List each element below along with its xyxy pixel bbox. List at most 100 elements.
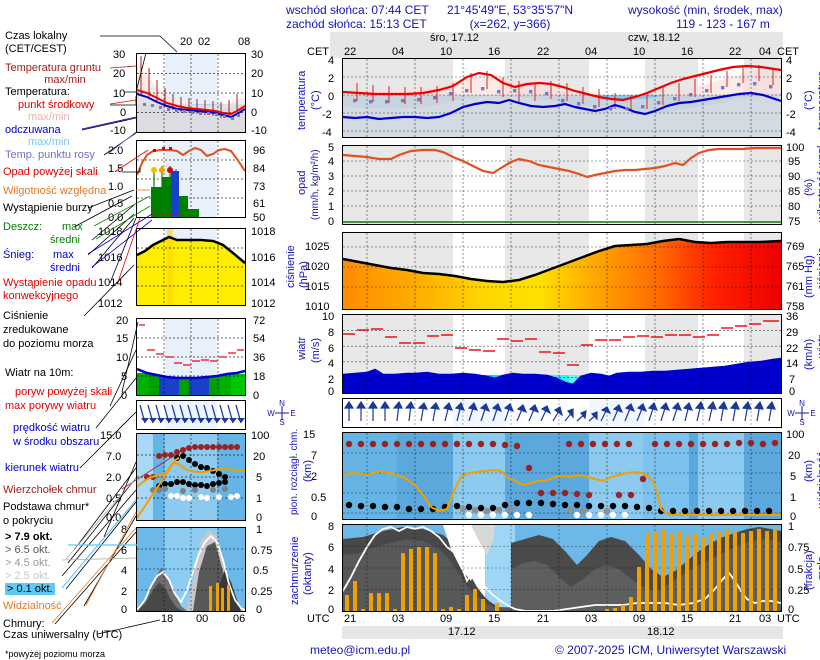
main-humid-rtick-2: 90 [788,171,801,183]
main-cet-tick-5: 04 [585,46,598,58]
legend-rain: Deszcz: [3,221,43,233]
legend-gust-over: poryw powyżej skali [15,386,113,398]
mini-precip-ytick-2: 1.0 [108,181,124,193]
main-cet-tick-6: 10 [633,46,646,58]
mini-temp-ytick-3: 0 [120,107,127,119]
main-pressure-panel[interactable] [342,232,782,310]
main-cloud-extent-panel[interactable] [342,432,782,520]
main-wind-ytick-1: 8 [328,327,335,339]
main-cet-tick-2: 10 [440,46,453,58]
footer-email[interactable]: meteo@icm.edu.pl [310,643,411,657]
svg-text:E: E [810,409,815,418]
mini-cloud-panel[interactable] [136,433,246,521]
main-utc-tick-0: 21 [344,613,357,625]
main-fog-rtick-2: 0.5 [788,564,804,576]
main-vis-rtick-4: 0 [790,511,797,523]
main-precip-ytick-4: 1 [328,201,335,213]
legend-conv-precip-1: Wystąpienie opadu [3,277,97,289]
main-press-ytick-0: 1025 [305,241,330,253]
legend-utc: Czas uniwersalny (UTC) [3,629,123,641]
footer-copyright: © 2007-2025 ICM, Uniwersytet Warszawski [555,643,787,657]
axis-title-pressure-unit-right: (mm Hg) [803,255,815,298]
axis-title-wind-left: wiatr [296,336,308,360]
mini-cloud-ytick-3: 0.5 [106,493,122,505]
mini-temp-rtick-3: 0 [251,107,258,119]
main-cet-tick-8: 22 [729,46,742,58]
main-wind-panel[interactable] [342,314,782,394]
legend-rain-max: max [62,221,83,233]
axis-title-precip-left: opad [296,170,308,195]
main-humid-rtick-1: 95 [788,156,801,168]
legend-ground-temp: Temperatura gruntu [5,62,101,74]
legend-conv-precip-2: konwekcyjnego [3,290,79,302]
mini-precip-ytick-3: 0.5 [108,198,124,210]
main-precip-ytick-3: 2 [328,186,335,198]
mini-temp-ytick-0: 30 [113,49,126,61]
axis-title-pressure-right: ciśnienie [816,247,820,290]
mini-wind-ytick-4: 0 [121,390,128,402]
legend-precip-over: Opad powyżej skali [3,166,98,178]
mini-temp-ytick-1: 20 [113,68,126,80]
mini-wind-rtick-0: 72 [253,315,266,327]
main-vis-rtick-0: 100 [786,429,805,441]
mini-wind-rtick-4: 0 [253,390,260,402]
mini-precipitation-panel[interactable] [136,140,246,218]
main-temp-ytick-0: 4 [328,55,335,67]
main-fog-rtick-3: 0.25 [788,585,810,597]
mini-precip-ytick-0: 2.0 [108,145,124,157]
axis-title-pressure-left: ciśnienie [285,245,297,288]
legend-rain-avg: średni [50,234,80,246]
legend-snow: Śnieg: [3,249,35,261]
mini-fog-rtick-1: 0.75 [251,545,273,557]
sunrise-label: wschód słońca: 07:44 CET [286,3,429,17]
main-vis-rtick-2: 5 [790,471,797,483]
main-fog-rtick-4: 0 [788,604,795,616]
main-precip-ytick-5: 0 [328,216,335,228]
main-press-rtick-0: 769 [786,241,805,253]
main-precipitation-panel[interactable] [342,145,782,225]
svg-text:S: S [799,418,804,427]
footer-note: *powyżej poziomu morza [5,649,106,659]
legend-clouds: Chmury: [3,618,45,630]
main-utc-title-left: UTC [307,613,330,625]
mini-temperature-panel[interactable] [136,53,246,133]
mini-pressure-panel[interactable] [136,228,246,306]
legend-temp-mid-sub: max/min [28,111,70,123]
axis-title-temperature-unit-right: (°C) [803,90,815,110]
main-temperature-panel[interactable] [342,58,782,138]
mini-cloudiness-panel[interactable] [136,527,246,612]
altitude-value: 119 - 123 - 167 m [676,17,770,31]
legend-wind-speed-1: prędkość wiatru [13,422,91,434]
mini-vis-rtick-0: 100 [251,430,270,442]
svg-text:E: E [290,409,295,418]
axis-title-humidity-unit-right: (%) [803,178,815,196]
mini-press-rtick-2: 1014 [251,277,276,289]
mini-wind-direction-panel[interactable] [136,400,246,430]
legend-pressure-2: zredukowane [3,324,69,336]
axis-title-temperature-right: temperatura [816,70,820,130]
axis-title-temperature-unit-left: (°C) [310,90,322,110]
main-utc-tick-7: 15 [681,613,694,625]
main-okt-ytick-1: 6 [328,542,335,554]
day-bar-1 [425,32,623,58]
main-cet-tick-1: 04 [392,46,405,58]
legend-dewpoint: Temp. punktu rosy [5,149,95,161]
grid-position-label: (x=262, y=366) [469,17,551,31]
main-precip-ytick-1: 4 [328,156,335,168]
svg-text:N: N [799,400,805,408]
main-temp-rtick-4: -4 [786,127,796,139]
main-wind-direction-panel[interactable] [342,398,782,428]
mini-utc-tick-1: 00 [196,613,209,625]
mini-humid-rtick-4: 50 [253,212,266,224]
mini-wind-panel[interactable] [136,318,246,396]
main-okt-ytick-3: 2 [328,585,335,597]
main-utc-tick-2: 09 [440,613,453,625]
legend-local-time-tz: (CET/CEST) [5,43,67,55]
main-cloudiness-panel[interactable] [342,524,782,612]
mini-vis-rtick-3: 1 [256,493,263,505]
day-bar-2 [623,32,783,58]
mini-temp-rtick-0: 30 [251,49,264,61]
mini-wind-rtick-1: 54 [253,333,266,345]
mini-precip-ytick-4: 0.0 [108,212,124,224]
main-okt-ytick-4: 0 [328,604,335,616]
